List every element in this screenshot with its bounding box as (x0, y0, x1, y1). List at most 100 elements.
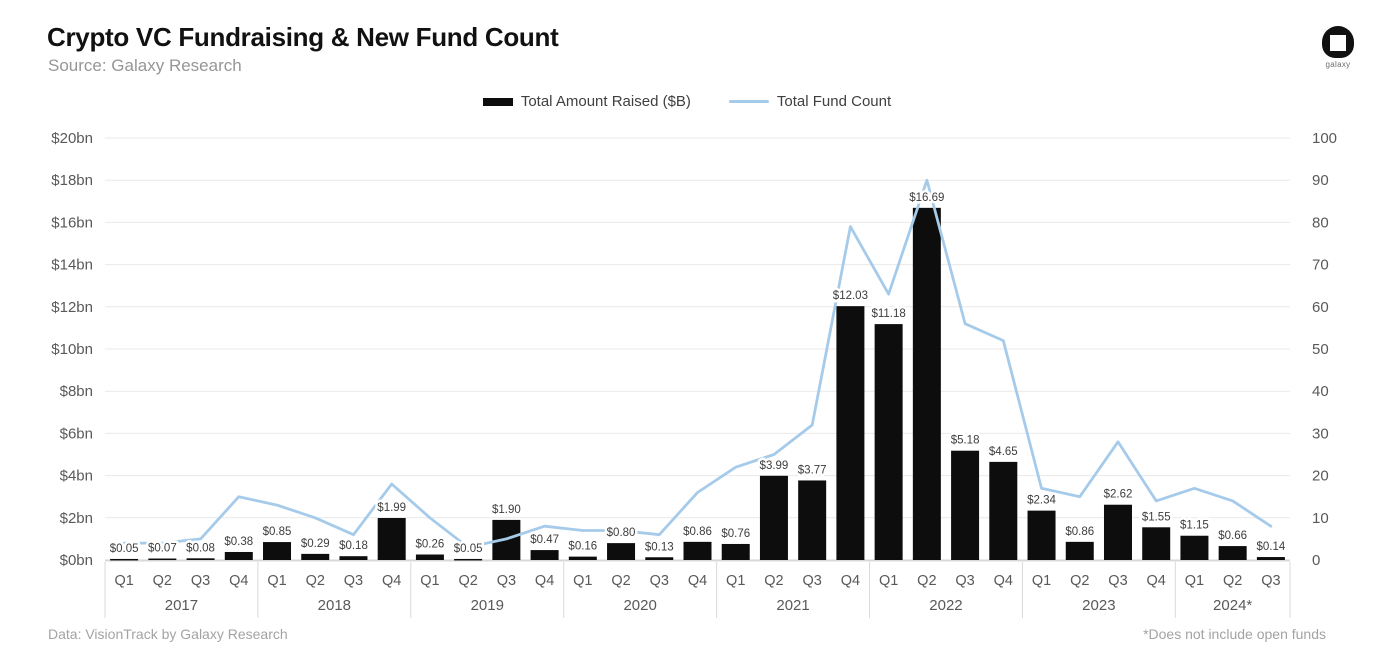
bar-value-label: $0.29 (301, 538, 330, 550)
legend-item-fund-count: Total Fund Count (728, 93, 892, 110)
bar-2023-Q1 (1027, 510, 1056, 560)
bar-value-label: $2.62 (1104, 489, 1133, 501)
bar-2018-Q1 (263, 542, 292, 560)
bar-2019-Q1 (415, 554, 444, 560)
left-axis-tick: $20bn (51, 130, 93, 147)
right-axis-tick: 30 (1312, 425, 1329, 442)
legend-amount-label: Total Amount Raised ($B) (520, 93, 691, 110)
bar-value-label: $0.47 (530, 534, 559, 546)
left-axis-tick: $6bn (60, 425, 93, 442)
bar-value-label: $0.76 (721, 528, 750, 540)
footnote: *Does not include open funds (1143, 626, 1326, 642)
bar-value-label: $5.18 (951, 435, 980, 447)
bar-2020-Q3 (645, 557, 674, 560)
year-label: 2024* (1213, 597, 1252, 614)
quarter-label: Q1 (114, 573, 133, 589)
bar-2024-Q3 (1256, 557, 1285, 560)
bar-value-label: $0.18 (339, 540, 368, 552)
legend-fund-count-label: Total Fund Count (776, 93, 892, 110)
bar-value-label: $0.80 (607, 527, 636, 539)
quarter-label: Q2 (917, 573, 936, 589)
fund-count-line (122, 178, 1273, 549)
quarter-label: Q2 (153, 573, 172, 589)
bar-2022-Q3 (951, 450, 980, 560)
galaxy-logo: galaxy (1318, 26, 1358, 69)
bar-2019-Q4 (530, 550, 559, 560)
quarter-label: Q3 (344, 573, 363, 589)
right-axis-tick: 20 (1312, 468, 1329, 485)
quarter-label: Q2 (1223, 573, 1242, 589)
bar-value-label: $1.15 (1180, 520, 1209, 532)
bar-2024-Q2 (1218, 546, 1247, 560)
bar-swatch-icon (482, 97, 513, 106)
quarter-label: Q3 (1261, 573, 1280, 589)
legend-item-amount: Total Amount Raised ($B) (482, 93, 691, 110)
bar-2024-Q1 (1180, 535, 1209, 560)
quarter-label: Q2 (306, 573, 325, 589)
bar-value-label: $0.86 (1065, 526, 1094, 538)
bar-2022-Q2 (912, 207, 941, 560)
bar-2023-Q4 (1142, 527, 1171, 560)
bar-value-label: $0.16 (568, 541, 597, 553)
quarter-label: Q3 (955, 573, 974, 589)
quarter-label: Q2 (458, 573, 477, 589)
source-subtitle: Source: Galaxy Research (48, 56, 242, 75)
quarter-label: Q1 (573, 573, 592, 589)
bar-2020-Q4 (683, 541, 712, 560)
right-axis-tick: 10 (1312, 510, 1329, 527)
right-axis-tick: 80 (1312, 214, 1329, 231)
left-axis-tick: $8bn (60, 383, 93, 400)
left-axis-tick: $16bn (51, 214, 93, 231)
bar-2020-Q1 (568, 556, 597, 560)
quarter-label: Q4 (382, 573, 401, 589)
quarter-label: Q3 (191, 573, 210, 589)
right-axis-tick: 100 (1312, 130, 1337, 147)
quarter-label: Q4 (994, 573, 1013, 589)
quarter-label: Q1 (726, 573, 745, 589)
galaxy-logo-label: galaxy (1325, 60, 1351, 69)
year-label: 2018 (318, 597, 351, 614)
right-axis-tick: 50 (1312, 341, 1329, 358)
bar-value-label: $4.65 (989, 446, 1018, 458)
left-axis-tick: $14bn (51, 257, 93, 274)
right-axis-tick: 90 (1312, 172, 1329, 189)
quarter-label: Q4 (229, 573, 248, 589)
quarter-label: Q1 (1185, 573, 1204, 589)
bar-2019-Q2 (454, 558, 483, 561)
quarter-label: Q3 (1108, 573, 1127, 589)
bar-value-label: $0.13 (645, 541, 674, 553)
left-axis-tick: $10bn (51, 341, 93, 358)
bar-value-label: $3.99 (760, 460, 789, 472)
bar-value-label: $0.38 (224, 536, 253, 548)
bar-value-label: $11.18 (871, 308, 905, 320)
quarter-label: Q3 (803, 573, 822, 589)
year-label: 2017 (165, 597, 198, 614)
quarter-label: Q4 (535, 573, 554, 589)
bar-2022-Q4 (989, 461, 1018, 560)
bar-value-label: $1.90 (492, 504, 521, 516)
quarter-label: Q4 (841, 573, 860, 589)
line-swatch-icon (728, 100, 769, 103)
bar-value-label: $16.69 (909, 192, 944, 204)
year-label: 2022 (929, 597, 962, 614)
quarter-label: Q1 (420, 573, 439, 589)
data-attribution: Data: VisionTrack by Galaxy Research (48, 626, 288, 642)
bar-value-label: $0.05 (110, 543, 139, 555)
bar-2021-Q3 (798, 480, 827, 560)
left-axis-tick: $12bn (51, 299, 93, 316)
quarter-label: Q1 (267, 573, 286, 589)
year-label: 2020 (623, 597, 656, 614)
bar-value-label: $1.55 (1142, 511, 1171, 523)
quarter-label: Q3 (497, 573, 516, 589)
bar-2018-Q4 (377, 518, 406, 560)
year-label: 2021 (776, 597, 809, 614)
bar-value-label: $1.99 (377, 502, 406, 514)
quarter-label: Q2 (1070, 573, 1089, 589)
bar-value-label: $2.34 (1027, 495, 1056, 507)
chart-legend: Total Amount Raised ($B) Total Fund Coun… (0, 93, 1374, 110)
bar-2018-Q2 (301, 553, 330, 560)
bar-value-label: $0.66 (1218, 530, 1247, 542)
galaxy-logo-icon (1322, 26, 1354, 58)
bar-value-label: $0.86 (683, 526, 712, 538)
